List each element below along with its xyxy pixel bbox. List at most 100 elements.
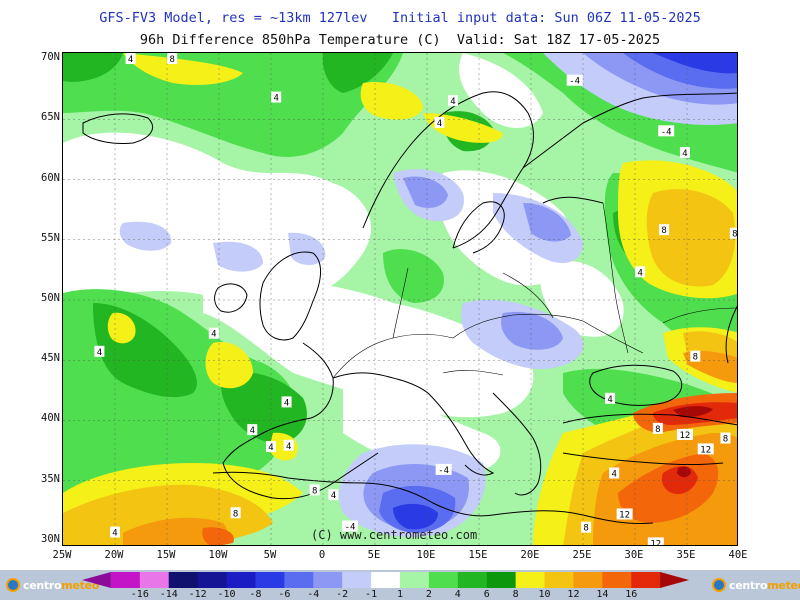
contour-label-box — [434, 116, 445, 128]
longitude-label: 25E — [572, 549, 592, 561]
longitude-label: 0 — [318, 549, 326, 561]
left-logo-text-a: centro — [23, 578, 62, 592]
contour-label-box — [94, 345, 105, 357]
contour-label: 4 — [273, 94, 278, 104]
colorbar-label: 16 — [625, 589, 638, 600]
contour-label: 4 — [331, 491, 336, 501]
contour-label-box — [283, 439, 294, 451]
longitude-label: 10E — [416, 549, 436, 561]
colorbar-label: 1 — [396, 589, 404, 600]
colorbar-label: -12 — [188, 589, 207, 600]
contour-label-box — [247, 424, 258, 436]
logo-circle-icon — [712, 578, 726, 592]
right-logo: centrometeo — [712, 576, 800, 594]
colorbar-segment — [313, 572, 343, 588]
contour-label: 12 — [700, 445, 711, 455]
colorbar-segment — [139, 572, 170, 588]
colorbar-segment — [168, 572, 199, 588]
colorbar-segment — [371, 572, 401, 588]
model-title: GFS-FV3 Model, res = ~13km 127lev Initia… — [99, 10, 701, 26]
contour-label-box — [616, 508, 633, 520]
colorbar-label: -6 — [278, 589, 291, 600]
latitude-label: 50N — [41, 292, 60, 304]
contour-label: 8 — [693, 353, 698, 363]
logo-circle-icon — [6, 578, 20, 592]
contour-label-box — [566, 74, 583, 86]
contour-label: 8 — [169, 55, 174, 65]
contour-label: 4 — [284, 398, 289, 408]
colorbar-segment — [631, 572, 661, 588]
contour-label: 8 — [233, 509, 238, 519]
colorbar-label: -2 — [336, 589, 349, 600]
contour-label-box — [647, 537, 664, 545]
contour-label: 8 — [723, 435, 728, 445]
contour-label: 4 — [450, 97, 455, 107]
colorbar-segment — [110, 572, 141, 588]
colorbar-segment — [226, 572, 256, 588]
colorbar-segment — [602, 572, 632, 588]
contour-label-box — [605, 392, 616, 404]
latitude-label: 45N — [41, 352, 60, 365]
colorbar — [82, 572, 690, 588]
contour-label: 4 — [211, 330, 216, 340]
contour-label: 8 — [655, 425, 660, 435]
contour-label: -4 — [345, 523, 356, 533]
contour-label: 4 — [112, 529, 117, 539]
latitude-label: 35N — [41, 472, 60, 485]
map-subtitle: 96h Difference 850hPa Temperature (C) Va… — [139, 32, 661, 48]
contour-label-box — [281, 396, 292, 408]
contour-label: 4 — [286, 442, 291, 452]
contour-label-box — [309, 484, 320, 496]
longitude-label: 5E — [367, 549, 381, 561]
contour-label-box — [435, 463, 452, 475]
contour-label: 12 — [619, 510, 630, 520]
contour-label: 8 — [312, 486, 317, 496]
contour-label: 8 — [661, 226, 666, 236]
contour-label: 4 — [437, 119, 442, 129]
contour-label: 4 — [128, 55, 133, 65]
colorbar-label: 2 — [425, 589, 432, 600]
contour-label-box — [581, 521, 592, 533]
contour-label-box — [690, 350, 701, 362]
colorbar-label: 14 — [596, 589, 609, 600]
colorbar-label: -1 — [365, 589, 378, 600]
contour-label: 4 — [250, 426, 255, 436]
contour-labels: 8 4 4 4 4 -4 -4 4 8 8 4 4 4 8 4 4 4 4 4 8 12 8 12 -4 4 8 4 8 12 -4 8 12… — [94, 53, 737, 545]
colorbar-segment — [197, 572, 228, 588]
contour-label-box — [697, 443, 714, 455]
contour-label-box — [659, 224, 670, 236]
contour-label-box — [720, 432, 731, 444]
contour-label-box — [342, 520, 359, 532]
contour-label: -4 — [438, 466, 449, 476]
longitude-label: 20W — [104, 549, 124, 561]
contour-label-box — [230, 507, 241, 519]
longitude-label: 35E — [676, 549, 696, 561]
contour-label-box — [729, 227, 737, 239]
contour-label-box — [328, 489, 339, 501]
contour-label-box — [266, 440, 276, 452]
contour-label-box — [635, 266, 646, 278]
borders — [332, 202, 737, 379]
longitude-label: 10W — [208, 549, 228, 561]
latitude-label: 40N — [41, 412, 60, 425]
colorbar-label: 6 — [483, 589, 490, 600]
contour-label: -4 — [569, 77, 580, 87]
longitude-label: 20E — [520, 549, 540, 561]
contour-label-box — [271, 91, 282, 103]
colorbar-label: -14 — [159, 589, 178, 600]
contour-label-box — [110, 526, 120, 538]
colorbar-segment — [428, 572, 459, 588]
longitude-label: 40E — [728, 549, 748, 561]
contour-label: 12 — [679, 431, 690, 441]
contour-label: 4 — [637, 268, 642, 278]
temperature-map: 8 4 4 4 4 -4 -4 4 8 8 4 4 4 8 4 4 4 4 4 8 12 8 12 -4 4 8 4 8 12 -4 8 12… — [62, 52, 738, 546]
contour-label: 4 — [682, 149, 687, 159]
latitude-label: 70N — [41, 51, 60, 64]
colorbar-segment — [255, 572, 285, 588]
contour-label: 4 — [611, 470, 616, 480]
colorbar-right-arrow — [660, 572, 690, 588]
left-logo: centrometeo — [6, 576, 99, 594]
contour-label-box — [609, 467, 620, 479]
latitude-label: 55N — [41, 231, 60, 244]
longitude-label: 5W — [263, 549, 277, 561]
